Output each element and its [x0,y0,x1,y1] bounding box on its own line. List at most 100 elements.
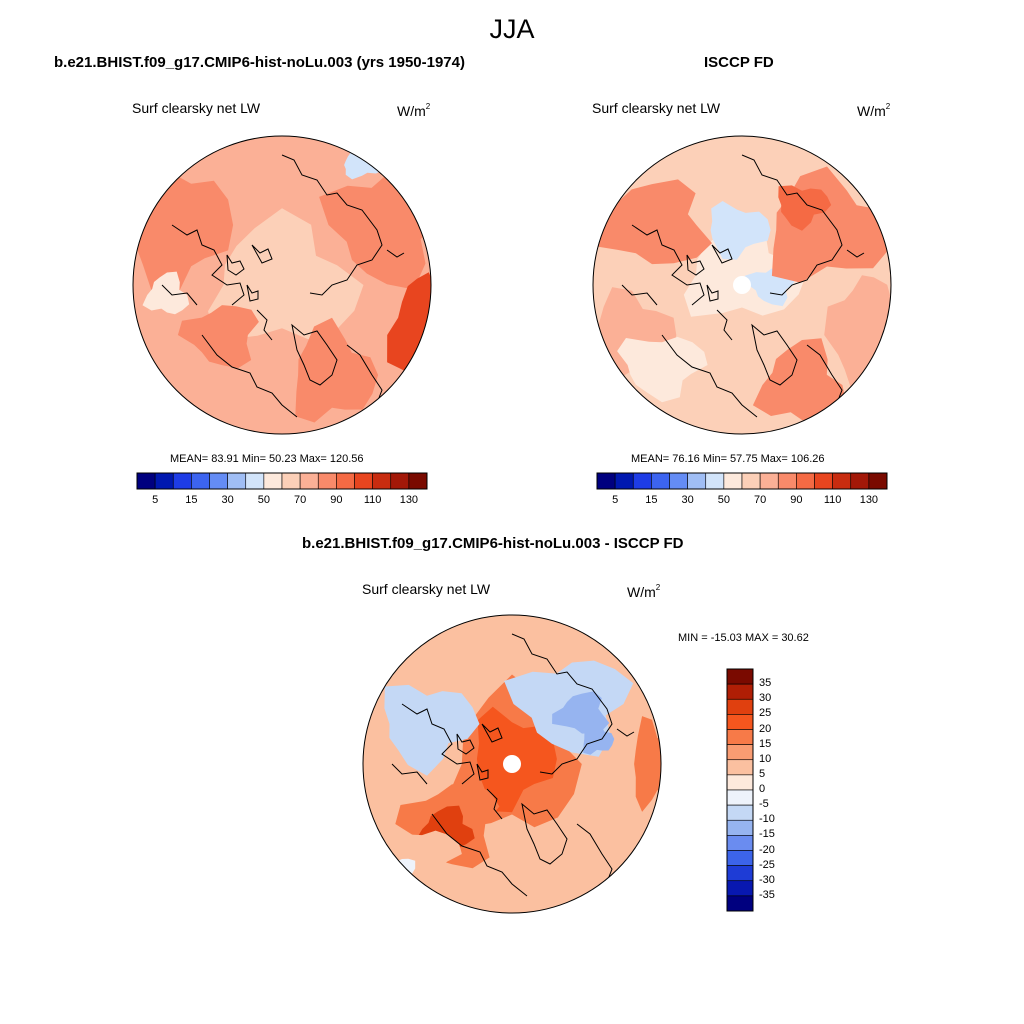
contour-region [583,719,615,755]
colorbar-box [723,472,743,490]
colorbar-box [596,472,616,490]
colorbar-box [726,683,754,700]
coastline [431,813,528,897]
colorbar-tick-label: 5 [612,494,619,506]
colorbar-box [726,744,754,761]
colorbar-tick-label: 110 [823,494,842,506]
colorbar-box [263,472,283,490]
colorbar-tick-label: -10 [759,813,775,826]
map-border [132,135,432,435]
panel-1-stats: MEAN= 83.91 Min= 50.23 Max= 120.56 [170,453,364,465]
coastline [661,334,758,418]
colorbar-tick-label: 50 [257,494,270,506]
coastline [711,244,733,264]
contour-region [634,716,661,812]
contour-region [142,271,190,315]
coastline [251,244,273,264]
panel-3-polar-map [362,614,662,914]
colorbar-box [209,472,228,490]
colorbar-box [726,714,754,730]
colorbar-box [227,472,247,490]
colorbar-box [687,472,707,490]
colorbar-box [408,472,428,490]
coastline [281,154,383,296]
colorbar-tick-label: 90 [330,494,343,506]
colorbar-tick-label: -15 [759,828,775,841]
coastline [576,823,613,883]
panel-1-colorbar-ticks: 5 15 30 50 70 90 110 130 [137,494,427,508]
pole-hole [733,276,751,294]
colorbar-tick-label: 15 [759,737,772,750]
contour-region [208,208,364,341]
coastline [256,309,273,341]
colorbar-box [850,472,870,490]
colorbar-tick-label: -5 [759,798,769,811]
colorbar-box [614,472,634,490]
colorbar-tick-label: 0 [759,783,766,795]
map-border [592,135,892,435]
colorbar-tick-label: -35 [759,888,775,901]
colorbar-box [245,472,265,490]
colorbar-tick-label: 10 [759,752,772,765]
colorbar-box [832,472,852,490]
panel-3-colorbar-ticks: 35 30 25 20 15 10 5 0 -5 -10 -15 -20 -25 -30 -35 [759,669,799,911]
panel-2-title: ISCCP FD [704,54,774,71]
colorbar-tick-label: 15 [645,494,658,506]
panel-2-colorbar [596,472,888,490]
panel-1-polar-map [132,135,432,435]
colorbar-tick-label: 30 [759,692,772,705]
colorbar-box [726,880,754,897]
colorbar-tick-label: 35 [759,677,772,690]
coastline [476,763,489,781]
panel-3-title: b.e21.BHIST.f09_g17.CMIP6-hist-noLu.003 … [302,535,684,552]
contour-region [617,336,708,403]
colorbar-tick-label: 25 [759,707,772,720]
colorbar-tick-label: 30 [681,494,694,506]
coastline [161,284,198,306]
colorbar-box [354,472,373,490]
colorbar-box [777,472,797,490]
colorbar-box [154,472,174,490]
coastline [401,703,475,785]
coastline [346,344,383,404]
colorbar-box [726,865,754,882]
contour-region [710,201,771,260]
coastline [751,323,798,386]
panel-1-colorbar [136,472,428,490]
colorbar-box [726,850,754,866]
colorbar-box [281,472,301,490]
pole-hole [503,755,521,773]
panel-2-polar-map [592,135,892,435]
contour-region [177,305,259,369]
coastline [621,284,658,306]
colorbar-tick-label: 90 [790,494,803,506]
coastline [456,733,475,755]
panel-3-stats: MIN = -15.03 MAX = 30.62 [678,632,809,644]
colorbar-box [191,472,210,490]
colorbar-box [669,472,688,490]
colorbar-box [372,472,392,490]
colorbar-box [705,472,725,490]
coastline [511,633,613,775]
colorbar-box [726,774,754,791]
coastline [846,249,865,258]
coastline [386,249,405,258]
colorbar-box [299,472,319,490]
colorbar-tick-label: -30 [759,873,775,886]
colorbar-tick-label: 30 [221,494,234,506]
colorbar-box [726,895,754,912]
colorbar-box [726,698,754,715]
panel-1-units: W/m2 [397,102,431,119]
coastline [806,344,843,404]
colorbar-box [726,835,754,851]
coastline [246,284,259,302]
colorbar-box [726,789,754,806]
panel-1-title: b.e21.BHIST.f09_g17.CMIP6-hist-noLu.003 … [54,54,465,71]
coastline [741,154,843,296]
colorbar-box [726,729,754,745]
colorbar-tick-label: -25 [759,858,775,871]
colorbar-box [868,472,888,490]
panel-3-colorbar [726,668,754,912]
coastline [201,334,298,418]
colorbar-box [759,472,779,490]
